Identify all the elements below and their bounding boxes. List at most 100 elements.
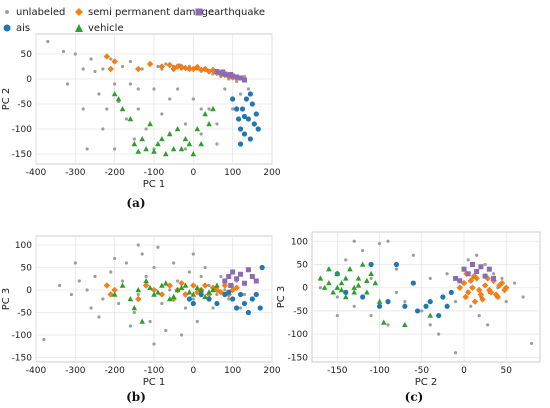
unlabeled-point (93, 69, 97, 74)
vehicle-point (194, 284, 201, 290)
ais-point (253, 111, 259, 117)
vehicle-point (355, 275, 362, 281)
unlabeled-point (513, 281, 517, 285)
ais-point (230, 296, 236, 302)
ais-point (237, 291, 244, 298)
unlabeled-point (377, 242, 382, 246)
earthquake-point (249, 274, 255, 279)
unlabeled-point (437, 332, 441, 336)
vehicle-point (186, 141, 193, 147)
vehicle-point (186, 289, 193, 295)
vehicle-point (402, 321, 408, 328)
unlabeled-point (101, 127, 105, 131)
diamond-marker-icon (75, 8, 83, 16)
caption-c: (c) (404, 390, 424, 404)
y-tick-label: -50 (293, 307, 308, 317)
unlabeled-point (113, 256, 117, 261)
points-group (42, 243, 265, 346)
semi-permanent-damage-point (186, 65, 193, 73)
unlabeled-point (453, 351, 458, 355)
unlabeled-point (73, 261, 77, 265)
earthquake-point (230, 269, 236, 275)
x-tick-label: 200 (263, 366, 280, 376)
scatter-panel-c: -150 -100 -50 0 50 -150 -100 -50 0 50 100 PC 2 PC 3 (276, 231, 541, 388)
y-tick-label: 100 (291, 237, 308, 247)
vehicle-point (135, 287, 142, 293)
points-group (46, 39, 261, 157)
square-marker-icon (195, 8, 203, 16)
vehicle-point (190, 151, 197, 157)
ais-point (448, 289, 454, 295)
y-tick-label: 0 (26, 75, 32, 85)
vehicle-point (155, 141, 161, 147)
unlabeled-point (132, 137, 136, 141)
ais-point (241, 131, 248, 137)
unlabeled-point (411, 253, 415, 257)
ais-point (243, 96, 250, 102)
y-tick-label: -150 (288, 353, 309, 363)
ais-point (376, 303, 383, 309)
y-tick-label: 0 (302, 284, 308, 294)
earthquake-point (241, 77, 247, 83)
unlabeled-point (128, 59, 132, 64)
unlabeled-point (219, 274, 223, 279)
unlabeled-point (246, 87, 250, 91)
ais-point (237, 141, 244, 147)
unlabeled-point (191, 97, 195, 101)
unlabeled-point (223, 87, 227, 91)
unlabeled-point (231, 107, 235, 111)
ais-point (230, 96, 236, 102)
vehicle-point (338, 280, 345, 286)
semi-permanent-damage-point (233, 284, 240, 291)
ais-point (245, 309, 251, 316)
y-tick-label: 100 (15, 241, 32, 251)
vehicle-point (127, 296, 134, 302)
vehicle-point (210, 287, 216, 293)
y-tick-label: 50 (21, 264, 33, 274)
vehicle-point (359, 261, 366, 267)
y-tick-label: -100 (12, 125, 33, 135)
vehicle-point (151, 291, 157, 297)
ais-point (198, 291, 204, 298)
unlabeled-point (132, 310, 136, 315)
vehicle-point (127, 116, 134, 122)
unlabeled-point (124, 117, 129, 121)
unlabeled-point (469, 304, 473, 308)
unlabeled-point (238, 306, 243, 310)
unlabeled-point (148, 319, 152, 324)
ais-point (190, 300, 196, 307)
unlabeled-point (89, 57, 93, 61)
ais-point (360, 294, 366, 300)
x-tick-label: -200 (104, 168, 125, 178)
unlabeled-point (136, 243, 140, 247)
earthquake-point (457, 278, 463, 284)
unlabeled-point (223, 288, 227, 292)
ais-point (255, 126, 261, 132)
vehicle-point (174, 287, 181, 293)
earthquake-point (226, 274, 232, 279)
vehicle-point (326, 280, 332, 286)
vehicle-point (210, 106, 216, 112)
ais-point (259, 264, 265, 271)
unlabeled-point (529, 341, 534, 346)
vehicle-point (143, 146, 149, 152)
ais-point (249, 296, 255, 302)
ais-point (226, 289, 232, 295)
vehicle-point (163, 151, 169, 157)
unlabeled-point (369, 313, 373, 318)
semi-permanent-damage-point (201, 65, 209, 73)
earthquake-point (453, 275, 459, 281)
unlabeled-point (152, 87, 156, 91)
earthquake-point (469, 262, 475, 267)
vehicle-point (376, 298, 383, 304)
unlabeled-point (211, 72, 215, 76)
semi-permanent-damage-point (135, 295, 142, 303)
unlabeled-point (81, 67, 85, 71)
ais-point (257, 305, 263, 311)
unlabeled-point (101, 297, 105, 301)
earthquake-point (234, 276, 240, 282)
unlabeled-point (113, 147, 117, 151)
unlabeled-point (504, 300, 508, 304)
semi-permanent-damage-point (492, 291, 500, 298)
unlabeled-point (140, 252, 144, 256)
